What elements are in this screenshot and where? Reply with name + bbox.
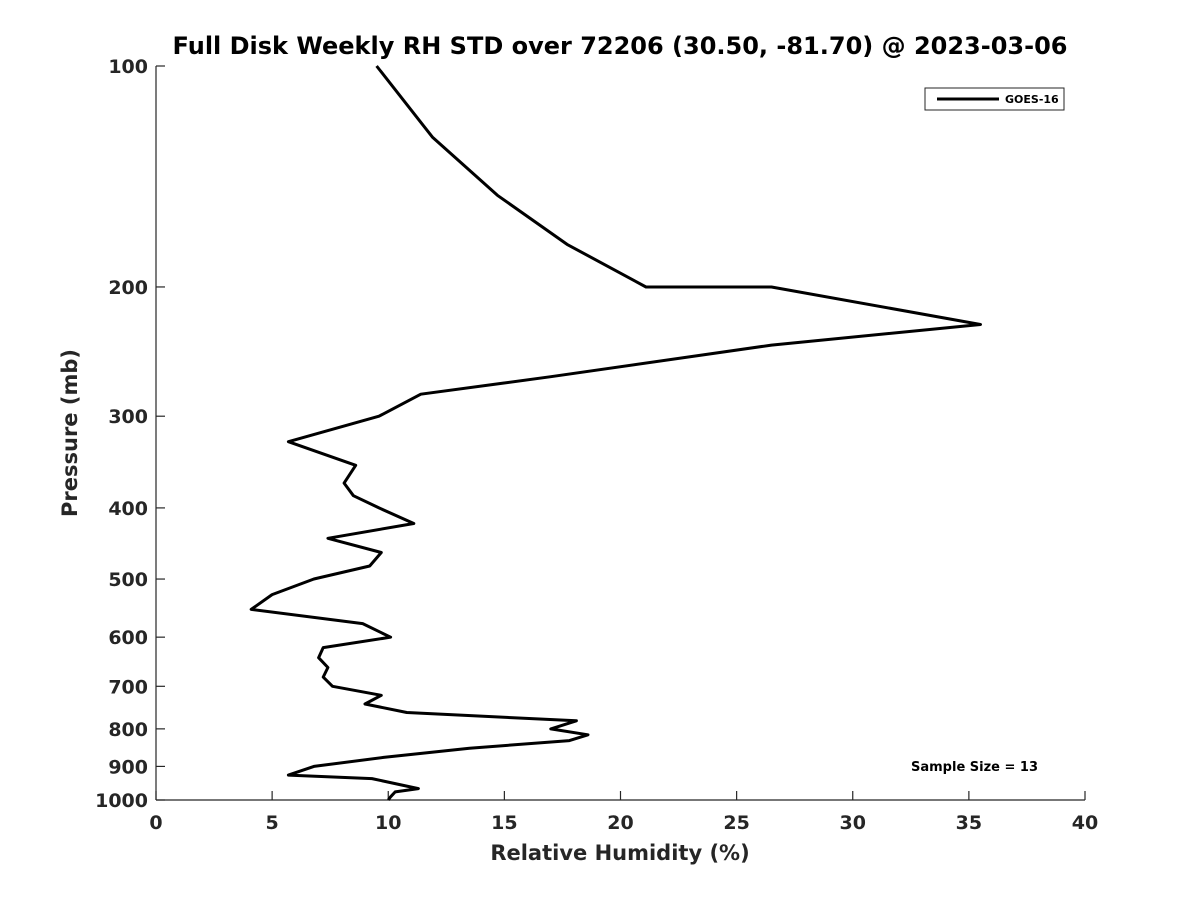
y-tick-label: 200 (108, 277, 148, 299)
x-tick-label: 10 (375, 812, 401, 834)
x-tick-label: 20 (607, 812, 633, 834)
y-tick-label: 800 (108, 719, 148, 741)
y-tick-label: 100 (108, 56, 148, 78)
x-axis-ticks: 0 5 10 15 20 25 30 35 40 (149, 791, 1098, 834)
y-tick-label: 500 (108, 569, 148, 591)
x-tick-label: 0 (149, 812, 162, 834)
x-axis-label: Relative Humidity (%) (490, 841, 749, 865)
y-tick-label: 900 (108, 756, 148, 778)
series-line-goes-16 (249, 65, 982, 801)
x-tick-label: 35 (956, 812, 982, 834)
legend: GOES-16 (924, 87, 1065, 111)
y-tick-label: 700 (108, 676, 148, 698)
y-axis-ticks: 100 200 300 400 500 600 700 800 900 1000 (95, 56, 165, 812)
y-tick-label: 400 (108, 498, 148, 520)
x-tick-label: 30 (840, 812, 866, 834)
x-tick-label: 15 (491, 812, 517, 834)
y-tick-label: 600 (108, 627, 148, 649)
x-tick-label: 40 (1072, 812, 1098, 834)
y-axis-label: Pressure (mb) (58, 349, 82, 517)
x-tick-label: 5 (266, 812, 279, 834)
x-tick-label: 25 (723, 812, 749, 834)
legend-label: GOES-16 (1005, 93, 1059, 106)
plot-area (155, 66, 1085, 801)
sample-size-annotation: Sample Size = 13 (911, 760, 1038, 775)
chart-title: Full Disk Weekly RH STD over 72206 (30.5… (173, 32, 1068, 60)
y-tick-label: 300 (108, 406, 148, 428)
y-tick-label: 1000 (95, 790, 148, 812)
